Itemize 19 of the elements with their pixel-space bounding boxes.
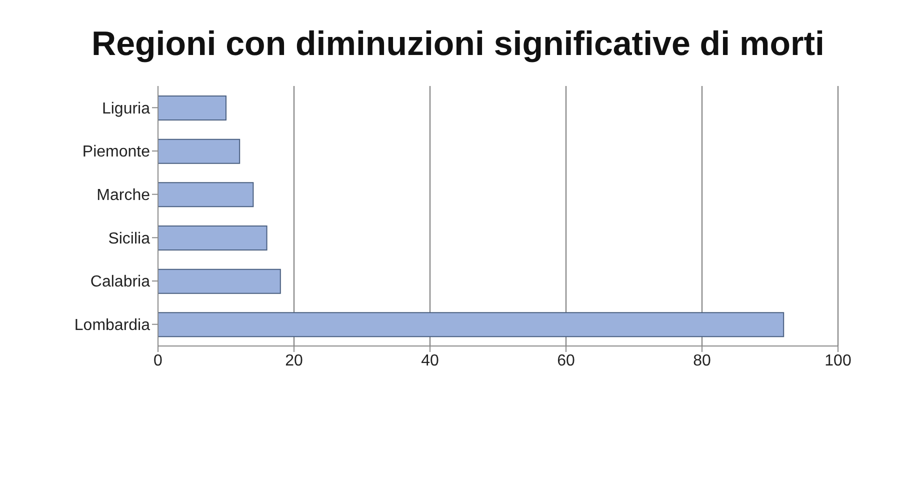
y-tick-label: Liguria (102, 100, 150, 118)
y-tick-label: Marche (96, 187, 150, 204)
x-tick-label: 40 (421, 352, 439, 370)
bar (158, 96, 226, 120)
x-tick-label: 80 (693, 352, 711, 370)
bar (158, 226, 268, 250)
y-tick-label: Piemonte (82, 144, 150, 161)
y-tick-label: Sicilia (108, 230, 150, 248)
x-tick-label: 60 (557, 352, 575, 370)
bar (158, 312, 784, 338)
chart-title: Regioni con diminuzioni significative di morti (90, 24, 826, 65)
x-tick-label: 100 (824, 352, 852, 370)
y-tick-label: Calabria (90, 274, 150, 291)
bar (158, 182, 254, 208)
bar (158, 138, 240, 164)
y-tick-label: Lombardia (74, 317, 150, 334)
x-tick-label: 0 (154, 352, 163, 370)
x-tick-label: 20 (285, 352, 303, 370)
bar (158, 268, 281, 294)
